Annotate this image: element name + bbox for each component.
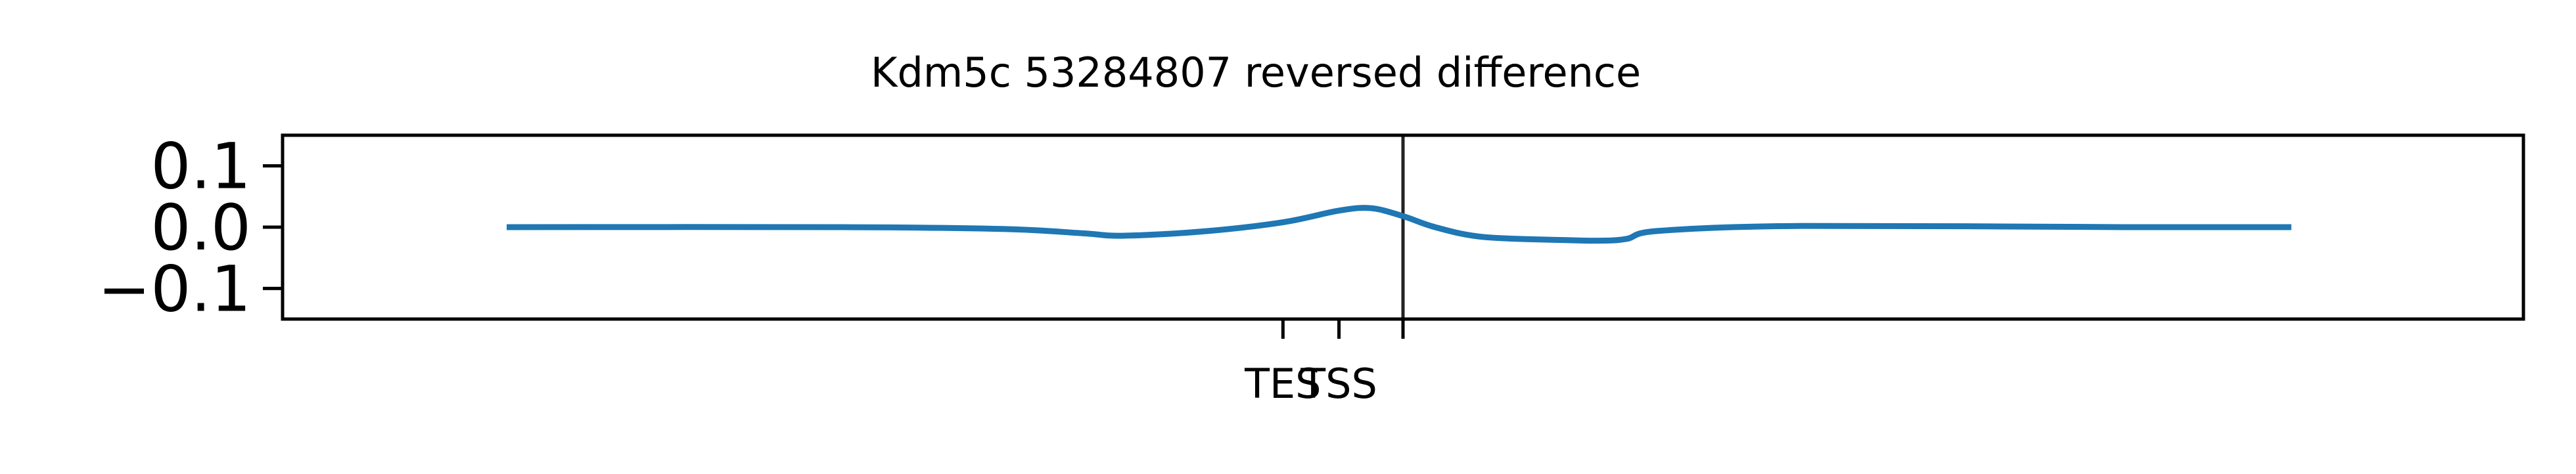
x-tick-label: TES bbox=[1244, 360, 1321, 408]
x-tick-label: TSS bbox=[1300, 360, 1377, 408]
y-tick-label: −0.1 bbox=[98, 252, 251, 326]
y-tick-label: 0.1 bbox=[150, 130, 251, 204]
plot-area bbox=[506, 135, 2291, 319]
plot-frame bbox=[281, 133, 2525, 321]
series-line-0 bbox=[506, 205, 2291, 244]
y-axis: 0.10.0−0.1 bbox=[98, 130, 283, 326]
chart-title: Kdm5c 53284807 reversed difference bbox=[871, 49, 1641, 97]
y-tick-label: 0.0 bbox=[150, 191, 251, 265]
